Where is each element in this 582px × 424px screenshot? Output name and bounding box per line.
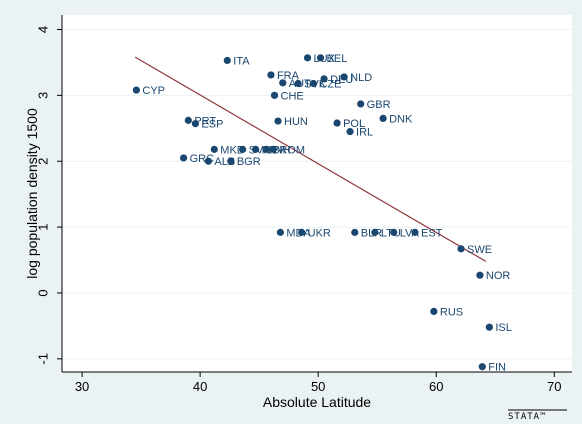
y-tick-label: 0 — [35, 289, 50, 296]
data-point-che — [270, 91, 279, 99]
data-point-fra — [267, 71, 275, 79]
data-label-bel: BEL — [327, 53, 348, 65]
y-axis-title: log population density 1500 — [24, 108, 40, 279]
data-label-che: CHE — [281, 90, 304, 102]
data-point-bel — [316, 54, 325, 62]
x-tick-label: 40 — [193, 379, 207, 394]
data-point-mda — [276, 228, 285, 236]
data-point-fin — [478, 363, 486, 371]
data-point-hun — [274, 117, 282, 125]
data-label-cze: CZE — [319, 79, 341, 91]
data-label-nor: NOR — [486, 270, 511, 282]
data-point-nld — [340, 73, 348, 81]
data-label-rus: RUS — [440, 306, 463, 318]
data-point-deu — [320, 75, 328, 83]
data-point-svn — [239, 145, 247, 153]
x-axis-title: Absolute Latitude — [263, 394, 371, 410]
y-tick-label: 2 — [35, 158, 50, 165]
data-label-est: EST — [421, 227, 443, 239]
data-label-deu: DEU — [330, 74, 353, 86]
data-point-lux — [303, 54, 312, 62]
axes: 30 40 50 60 70 4 3 2 1 0 -1 — [35, 15, 572, 394]
data-point-nor — [476, 271, 484, 279]
data-label-svk: SVK — [304, 79, 327, 91]
data-label-esp: ESP — [201, 119, 223, 131]
data-label-fra: FRA — [277, 70, 300, 82]
data-label-mkd: MKD — [220, 144, 245, 156]
data-point-blr — [351, 228, 359, 236]
data-label-hrv: HRV — [262, 144, 286, 156]
logo-text: STATA™ — [508, 412, 547, 422]
data-label-cyp: CYP — [142, 85, 165, 97]
data-point-dnk — [379, 114, 387, 123]
data-label-alb: ALB — [214, 156, 235, 168]
data-point-cyp — [132, 86, 140, 94]
data-label-bih: BIH — [272, 144, 290, 156]
data-point-isl — [485, 323, 493, 331]
fit-line — [134, 56, 487, 262]
data-point-rus — [430, 307, 438, 316]
x-tick-label: 50 — [311, 379, 325, 394]
data-point-rom — [269, 145, 277, 153]
data-label-mda: MDA — [286, 227, 311, 239]
data-label-svn: SVN — [249, 144, 272, 156]
data-label-lux: LUX — [314, 53, 336, 65]
data-label-bgr: BGR — [237, 156, 261, 168]
data-label-rom: ROM — [279, 144, 305, 156]
data-point-esp — [191, 120, 200, 128]
data-point-mkd — [210, 145, 218, 153]
data-point-alb — [204, 157, 212, 165]
data-label-isl: ISL — [495, 322, 512, 334]
data-label-gbr: GBR — [367, 99, 391, 111]
data-point-cze — [309, 79, 318, 88]
data-label-grc: GRC — [190, 153, 215, 165]
x-tick-label: 30 — [75, 379, 89, 394]
x-tick-label: 60 — [429, 379, 443, 394]
data-label-prt: PRT — [194, 115, 216, 127]
stata-logo: STATA™ — [508, 409, 567, 422]
data-label-pol: POL — [343, 118, 365, 130]
data-label-ltu: LTU — [381, 227, 401, 239]
data-label-hun: HUN — [284, 116, 308, 128]
data-point-svk — [294, 79, 302, 88]
data-point-grc — [179, 154, 188, 162]
data-point-irl — [346, 127, 354, 136]
y-tick-label: 3 — [35, 92, 50, 99]
data-label-lva: LVA — [400, 227, 420, 239]
data-point-hrv — [252, 145, 260, 153]
gridlines — [62, 28, 572, 360]
data-label-blr: BLR — [361, 227, 382, 239]
data-point-ukr — [298, 228, 306, 236]
y-tick-label: -1 — [35, 353, 50, 365]
y-tick-label: 1 — [35, 223, 50, 230]
data-label-ita: ITA — [233, 55, 250, 67]
y-tick-label: 4 — [35, 26, 50, 33]
data-points — [132, 54, 493, 371]
data-point-gbr — [357, 100, 365, 108]
data-label-nld: NLD — [350, 72, 372, 84]
plot-area — [62, 15, 572, 372]
data-point-pol — [333, 119, 341, 127]
data-point-aut — [279, 79, 287, 87]
fit-line-layer — [134, 56, 487, 262]
data-point-bgr — [227, 157, 235, 165]
x-tick-label: 70 — [547, 379, 561, 394]
data-label-aut: AUT — [289, 78, 311, 90]
data-point-prt — [184, 116, 192, 124]
data-label-irl: IRL — [356, 127, 373, 139]
data-point-swe — [457, 245, 465, 253]
data-label-dnk: DNK — [389, 113, 413, 125]
data-label-ukr: UKR — [308, 227, 331, 239]
data-point-ita — [223, 56, 231, 65]
data-point-ltu — [371, 228, 379, 236]
data-label-fin: FIN — [488, 362, 506, 374]
data-point-bih — [262, 145, 270, 153]
data-point-lva — [390, 228, 398, 236]
data-point-est — [411, 228, 419, 236]
data-label-swe: SWE — [467, 244, 492, 256]
